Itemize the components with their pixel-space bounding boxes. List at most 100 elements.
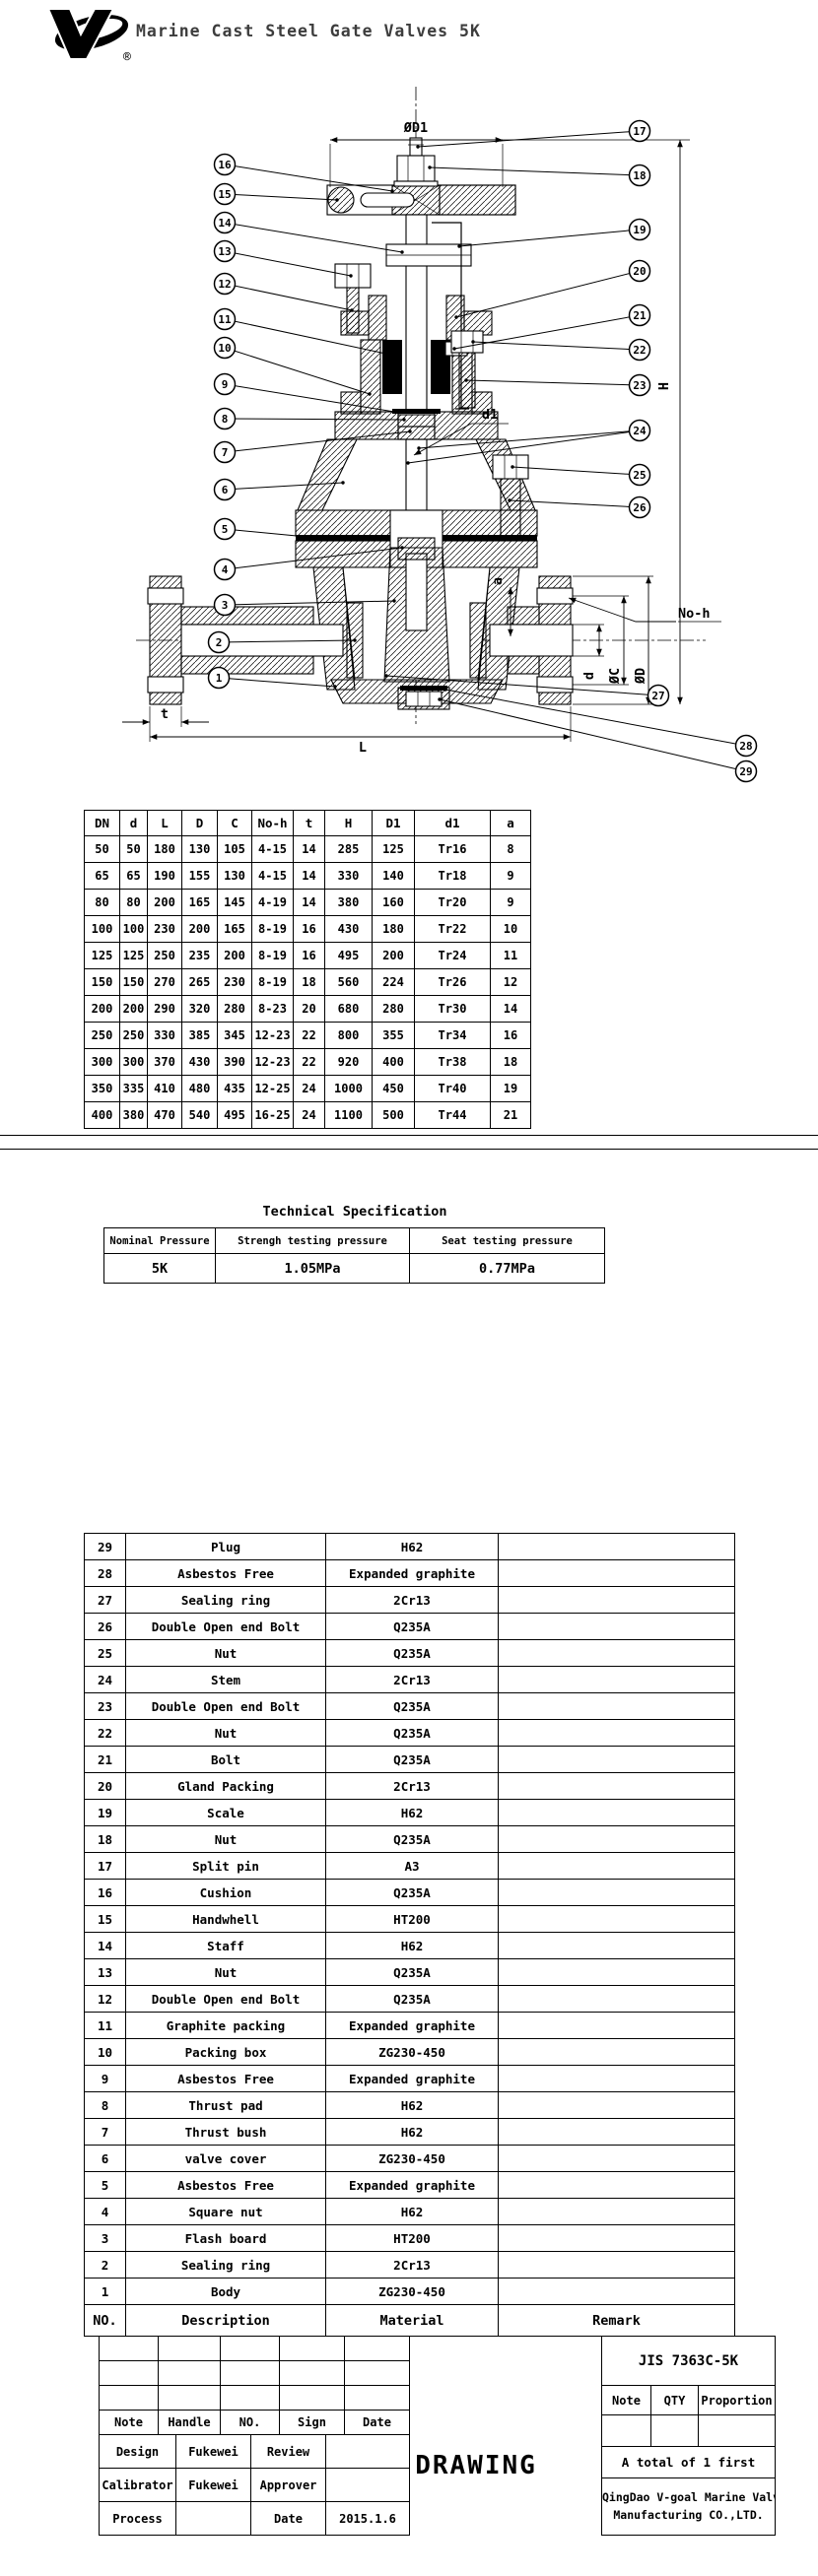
table-row: 1 Body ZG230-450 <box>84 2278 735 2305</box>
table-cell <box>99 2336 159 2361</box>
table-row: 200 200 290 320 280 8-23 20 680 280 Tr30 14 <box>84 995 531 1023</box>
dimension-table-body: 50 50 180 130 105 4-15 14 285 125 Tr16 8 65 65 190 155… <box>84 835 531 1129</box>
callout-5: 5 <box>222 523 229 536</box>
table-cell: 155 <box>181 862 218 890</box>
callout-9: 9 <box>222 378 229 391</box>
table-row <box>601 2414 777 2447</box>
table-cell: 2Cr13 <box>325 2251 499 2279</box>
callout-17: 17 <box>633 125 646 138</box>
table-cell: Flash board <box>125 2224 326 2252</box>
table-cell: Expanded graphite <box>325 2065 499 2092</box>
bonnet-gasket <box>296 535 390 541</box>
table-cell: 235 <box>181 942 218 969</box>
dim-label-dia-d1: ØD1 <box>403 120 428 136</box>
table-cell <box>498 1958 735 1986</box>
table-cell: Design <box>99 2434 176 2469</box>
table-cell: 9 <box>490 889 531 916</box>
table-cell: 0.77MPa <box>409 1253 605 1284</box>
table-cell: L <box>147 810 182 836</box>
table-cell: 125 <box>119 942 148 969</box>
page-title: Marine Cast Steel Gate Valves 5K <box>136 22 481 40</box>
table-cell: Material <box>325 2304 499 2337</box>
table-cell: 105 <box>217 835 252 863</box>
table-cell: NO. <box>220 2410 280 2435</box>
table-cell <box>498 1639 735 1667</box>
table-cell: Asbestos Free <box>125 2065 326 2092</box>
table-cell: 2Cr13 <box>325 1772 499 1800</box>
table-cell: Strengh testing pressure <box>215 1227 410 1254</box>
table-cell: 430 <box>181 1048 218 1076</box>
table-cell: Expanded graphite <box>325 2171 499 2199</box>
table-row: Note Handle NO. Sign Date <box>99 2410 410 2435</box>
callout-11: 11 <box>218 313 232 326</box>
table-cell: 4-15 <box>251 862 294 890</box>
table-cell: 380 <box>324 889 373 916</box>
table-cell <box>158 2336 221 2361</box>
table-cell: 400 <box>84 1101 120 1129</box>
qty-header: QTY <box>650 2385 699 2415</box>
table-row: Nominal Pressure Strengh testing pressure… <box>103 1227 605 1254</box>
table-cell <box>344 2336 410 2361</box>
table-row: 9 Asbestos Free Expanded graphite <box>84 2065 735 2092</box>
table-cell <box>498 2251 735 2279</box>
table-cell: Description <box>125 2304 326 2337</box>
table-cell: 285 <box>324 835 373 863</box>
gate-wedge <box>383 547 450 683</box>
table-row <box>99 2360 410 2386</box>
table-cell: 200 <box>217 942 252 969</box>
table-row: 80 80 200 165 145 4-19 14 380 160 Tr20 9 <box>84 889 531 916</box>
callout-23: 23 <box>633 379 646 392</box>
table-cell: 300 <box>84 1048 120 1076</box>
table-row: 2 Sealing ring 2Cr13 <box>84 2251 735 2279</box>
callout-3: 3 <box>222 599 229 612</box>
table-cell: Sealing ring <box>125 2251 326 2279</box>
separator-line-2 <box>0 1149 818 1150</box>
table-cell: Bolt <box>125 1746 326 1773</box>
dim-label-no-h: No-h <box>678 606 711 622</box>
table-row: 6 valve cover ZG230-450 <box>84 2145 735 2172</box>
table-row: 20 Gland Packing 2Cr13 <box>84 1772 735 1800</box>
table-cell: 230 <box>217 968 252 996</box>
company-logo: ® <box>46 8 131 64</box>
table-cell: Expanded graphite <box>325 2012 499 2039</box>
table-cell: Gland Packing <box>125 1772 326 1800</box>
drawing-label: DRAWING <box>415 2451 537 2480</box>
callout-22: 22 <box>633 344 646 357</box>
drain-plug <box>397 686 450 710</box>
table-cell: 22 <box>84 1719 126 1747</box>
table-cell: t <box>293 810 325 836</box>
table-cell: 12-25 <box>251 1075 294 1102</box>
title-block-approval-rows: Design Fukewei Review Calibrator Fukewei Appr… <box>99 2434 410 2536</box>
table-cell <box>344 2360 410 2386</box>
table-cell: 16 <box>293 942 325 969</box>
table-cell: H62 <box>325 2118 499 2146</box>
table-cell <box>498 1799 735 1826</box>
gland-packing-assembly <box>340 295 493 415</box>
table-cell: 920 <box>324 1048 373 1076</box>
table-cell: 380 <box>119 1101 148 1129</box>
table-row: 4 Square nut H62 <box>84 2198 735 2225</box>
table-cell <box>498 1692 735 1720</box>
table-cell: Nut <box>125 1639 326 1667</box>
table-cell: 250 <box>147 942 182 969</box>
table-cell <box>498 2118 735 2146</box>
table-cell: 8-23 <box>251 995 294 1023</box>
table-cell: 224 <box>372 968 415 996</box>
table-cell: C <box>217 810 252 836</box>
title-block-right: JIS 7363C-5K Note QTY Proportion A total… <box>600 2336 777 2536</box>
callout-25: 25 <box>633 469 646 482</box>
table-cell: 130 <box>217 862 252 890</box>
table-cell: 20 <box>293 995 325 1023</box>
table-cell: 300 <box>119 1048 148 1076</box>
table-row: 7 Thrust bush H62 <box>84 2118 735 2146</box>
parts-table-body: 29 Plug H62 28 Asbestos Free Expanded graphit… <box>84 1533 735 2305</box>
table-cell: 8 <box>84 2091 126 2119</box>
table-cell: 4-15 <box>251 835 294 863</box>
table-cell: 29 <box>84 1533 126 1560</box>
table-cell: H62 <box>325 1932 499 1959</box>
table-cell: 480 <box>181 1075 218 1102</box>
table-cell: Plug <box>125 1533 326 1560</box>
company-name-line1: QingDao V-goal Marine Valve <box>602 2490 776 2505</box>
table-cell: Approver <box>250 2468 326 2502</box>
table-cell: 430 <box>324 915 373 943</box>
